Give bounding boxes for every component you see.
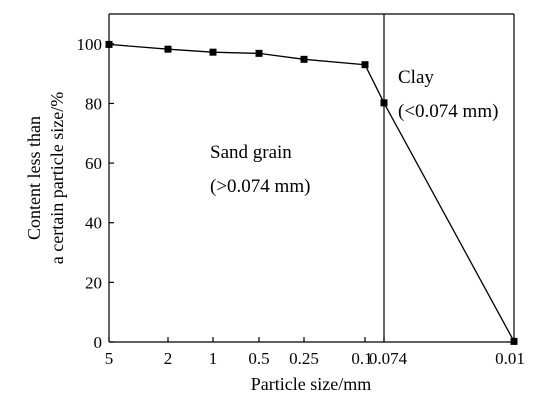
data-point xyxy=(255,49,263,57)
x-tick-label: 1 xyxy=(209,349,218,368)
y-axis-title-line1: Content less than xyxy=(24,116,44,240)
clay-range-label: (<0.074 mm) xyxy=(398,101,498,122)
y-tick-label: 0 xyxy=(94,333,103,352)
data-point xyxy=(164,45,172,53)
x-tick-label: 0.25 xyxy=(289,349,319,368)
y-axis-ticks: 0 20 40 60 80 100 xyxy=(77,35,114,352)
grading-curve-points xyxy=(105,40,518,345)
y-tick-label: 80 xyxy=(85,94,102,113)
plot-frame xyxy=(108,13,515,343)
x-tick-label: 5 xyxy=(105,349,114,368)
data-point xyxy=(380,99,388,107)
sand-range-label: (>0.074 mm) xyxy=(210,176,310,197)
sand-label: Sand grain xyxy=(210,142,292,163)
y-axis-title-line2: a certain particle size/% xyxy=(47,92,67,264)
x-tick-label: 0.5 xyxy=(248,349,269,368)
grading-curve-line xyxy=(108,43,515,342)
data-point xyxy=(209,48,217,56)
data-point xyxy=(361,61,369,69)
y-tick-label: 60 xyxy=(85,154,102,173)
x-axis-title: Particle size/mm xyxy=(251,374,371,394)
y-tick-label: 100 xyxy=(77,35,103,54)
clay-label: Clay xyxy=(398,67,434,88)
x-tick-label: 2 xyxy=(164,349,173,368)
data-point xyxy=(300,55,308,63)
y-tick-label: 40 xyxy=(85,214,102,233)
data-point xyxy=(105,40,113,48)
x-tick-label: 0.01 xyxy=(495,349,525,368)
data-point xyxy=(510,337,518,345)
x-tick-label: 0.074 xyxy=(369,349,408,368)
y-tick-label: 20 xyxy=(85,273,102,292)
x-tick-label: 0.1 xyxy=(351,349,372,368)
